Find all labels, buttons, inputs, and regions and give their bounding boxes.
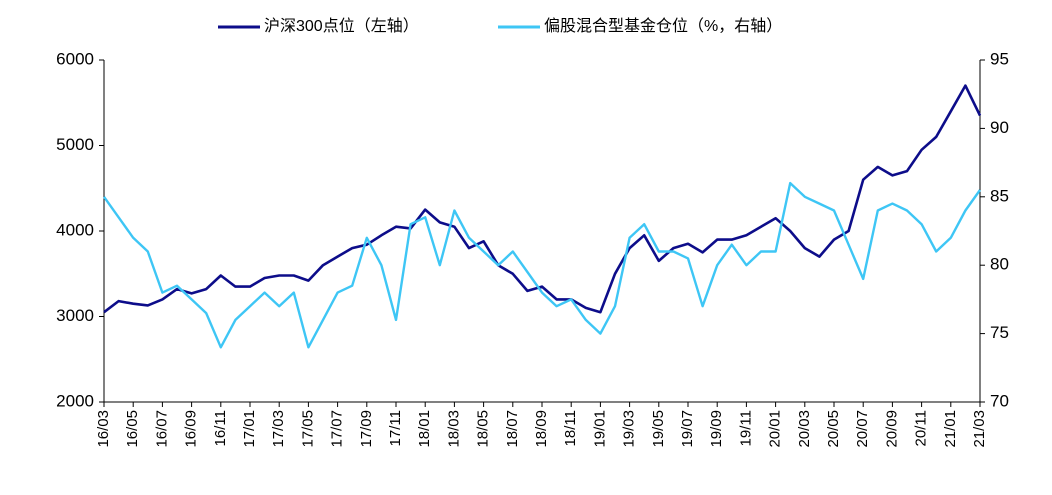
y-tick-label: 3000 [56,306,94,325]
x-tick-label: 17/09 [358,410,375,448]
x-tick-label: 20/07 [854,410,871,448]
y2-tick-label: 75 [990,323,1009,342]
x-tick-label: 16/07 [153,410,170,448]
x-tick-label: 19/03 [621,410,638,448]
x-tick-label: 20/05 [825,410,842,448]
y-tick-label: 5000 [56,135,94,154]
x-tick-label: 19/09 [708,410,725,448]
y2-tick-label: 80 [990,255,1009,274]
x-tick-label: 17/01 [241,410,258,448]
y-tick-label: 2000 [56,391,94,410]
x-tick-label: 20/11 [913,410,930,446]
legend-label: 沪深300点位（左轴） [264,17,419,35]
x-tick-label: 17/11 [387,410,404,446]
x-tick-label: 17/05 [299,410,316,448]
x-tick-label: 21/03 [971,410,988,448]
y2-tick-label: 70 [990,391,1009,410]
x-tick-label: 18/01 [416,410,433,448]
x-tick-label: 20/09 [883,410,900,448]
x-tick-label: 20/01 [767,410,784,448]
x-tick-label: 17/03 [270,410,287,448]
legend-label: 偏股混合型基金仓位（%，右轴） [544,17,782,35]
x-tick-label: 19/07 [679,410,696,448]
x-tick-label: 16/05 [124,410,141,448]
x-tick-label: 16/03 [95,410,112,448]
x-tick-label: 18/03 [445,410,462,448]
series-line [103,84,982,314]
x-tick-label: 18/05 [475,410,492,448]
x-tick-label: 19/05 [650,410,667,448]
x-tick-label: 17/07 [329,410,346,448]
x-tick-label: 21/01 [942,410,959,448]
y2-tick-label: 95 [990,49,1009,68]
x-tick-label: 16/09 [183,410,200,448]
x-tick-label: 18/07 [504,410,521,448]
x-tick-label: 20/03 [796,410,813,448]
x-tick-label: 18/11 [562,410,579,446]
x-tick-label: 16/11 [212,410,229,446]
y2-tick-label: 85 [990,186,1009,205]
series-line [103,181,981,349]
y-tick-label: 6000 [56,49,94,68]
x-tick-label: 18/09 [533,410,550,448]
x-tick-label: 19/01 [591,410,608,448]
y2-tick-label: 90 [990,118,1009,137]
x-tick-label: 19/11 [737,410,754,446]
y-tick-label: 4000 [56,220,94,239]
